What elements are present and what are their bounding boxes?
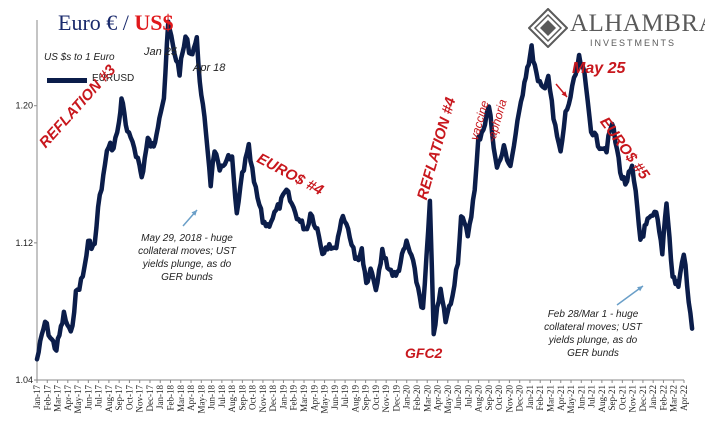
note-feb-2022-line3: yields plunge, as do <box>548 335 638 346</box>
y-tick-label: 1.12 <box>15 238 33 248</box>
x-tick-label: Apr-21 <box>556 385 566 411</box>
x-tick-label: Jul-19 <box>340 385 350 408</box>
x-tick-label: Jun-17 <box>83 385 93 410</box>
x-tick-label: Jun-19 <box>330 385 340 410</box>
chart-title-euro: Euro € / <box>58 10 135 35</box>
x-tick-label: Feb-21 <box>535 385 545 411</box>
x-tick-label: May-17 <box>73 385 83 414</box>
y-tick-label: 1.04 <box>15 375 33 385</box>
y-tick-label: 1.20 <box>15 101 33 111</box>
annotation-gfc2: GFC2 <box>405 345 443 361</box>
series-line-eurusd <box>34 19 695 362</box>
note-may-2018-line1: May 29, 2018 - huge <box>141 233 233 244</box>
alhambra-diamond-icon <box>527 7 569 49</box>
x-tick-label: Jun-20 <box>453 385 463 410</box>
note-feb-2022: Feb 28/Mar 1 - huge collateral moves; US… <box>518 308 668 360</box>
brand-subtitle: INVESTMENTS <box>590 38 677 48</box>
x-tick-label: Jan-17 <box>32 385 42 409</box>
x-tick-label: Aug-17 <box>104 385 114 413</box>
x-tick-label: Jun-21 <box>576 385 586 410</box>
x-tick-label: Dec-21 <box>638 385 648 412</box>
x-tick-label: May-20 <box>443 385 453 414</box>
x-tick-label: Apr-17 <box>63 385 73 411</box>
x-tick-label: Jan-21 <box>525 385 535 409</box>
series-layer <box>34 19 695 362</box>
x-tick-label: Sep-21 <box>607 385 617 411</box>
x-tick-label: Sep-17 <box>114 385 124 411</box>
x-tick-label: May-18 <box>196 385 206 414</box>
x-tick-label: Nov-18 <box>258 385 268 413</box>
x-tick-label: Aug-20 <box>474 385 484 413</box>
x-tick-label: Dec-18 <box>268 385 278 412</box>
arrow-feb-2022-head <box>637 286 643 292</box>
x-tick-label: Feb-18 <box>166 385 176 411</box>
x-tick-label: Mar-19 <box>299 385 309 412</box>
x-tick-label: Nov-20 <box>504 385 514 413</box>
x-tick-label: Apr-20 <box>433 385 443 411</box>
x-tick-label: Jan-19 <box>278 385 288 409</box>
x-tick-label: Feb-19 <box>289 385 299 411</box>
x-tick-label: Aug-21 <box>597 385 607 413</box>
note-may-2018: May 29, 2018 - huge collateral moves; US… <box>112 232 262 284</box>
x-tick-label: May-21 <box>566 385 576 414</box>
x-tick-label: Mar-20 <box>422 385 432 412</box>
x-tick-label: Feb-20 <box>412 385 422 411</box>
x-tick-label: Jun-18 <box>207 385 217 410</box>
annotation-apr18: Apr 18 <box>193 62 226 74</box>
x-tick-label: Oct-19 <box>371 385 381 410</box>
x-tick-label: Oct-18 <box>248 385 258 410</box>
unit-label: US $s to 1 Euro <box>44 52 115 63</box>
x-tick-label: Mar-17 <box>53 385 63 412</box>
x-tick-label: Oct-21 <box>617 385 627 410</box>
x-tick-label: Nov-19 <box>381 385 391 413</box>
alhambra-logo: ALHAMBRA INVESTMENTS <box>527 7 705 50</box>
x-tick-label: Apr-19 <box>309 385 319 411</box>
x-tick-label: Dec-20 <box>515 385 525 412</box>
x-tick-label: Jul-18 <box>217 385 227 408</box>
x-tick-label: Aug-18 <box>227 385 237 413</box>
x-tick-label: Oct-20 <box>494 385 504 410</box>
chart-title: Euro € / US$ <box>58 10 174 36</box>
brand-name: ALHAMBRA <box>570 10 705 37</box>
x-tick-label: Nov-17 <box>135 385 145 413</box>
x-tick-label: Jan-18 <box>155 385 165 409</box>
x-tick-label: Oct-17 <box>124 385 134 410</box>
x-tick-label: Sep-18 <box>237 385 247 411</box>
legend-swatch-eurusd <box>47 78 87 83</box>
x-tick-label: Aug-19 <box>350 385 360 413</box>
arrow-may-25-head <box>561 91 567 97</box>
x-tick-label: Jul-17 <box>94 385 104 408</box>
annotation-jan25: Jan 25 <box>144 46 178 58</box>
annotation-arrows <box>182 83 644 306</box>
x-tick-label: Jan-22 <box>648 385 658 409</box>
x-tick-label: Sep-19 <box>361 385 371 411</box>
arrow-may-2018-head <box>191 210 197 216</box>
x-tick-label: Mar-18 <box>176 385 186 412</box>
x-tick-label: Jul-20 <box>463 385 473 408</box>
note-may-2018-line2: collateral moves; UST <box>138 246 236 257</box>
x-tick-label: Dec-17 <box>145 385 155 412</box>
x-tick-label: Feb-17 <box>42 385 52 411</box>
x-tick-label: Nov-21 <box>628 385 638 413</box>
annotation-may25: May 25 <box>572 60 626 77</box>
note-may-2018-line4: GER bunds <box>161 272 213 283</box>
x-tick-label: Dec-19 <box>391 385 401 412</box>
x-tick-label: Mar-21 <box>545 385 555 412</box>
note-feb-2022-line1: Feb 28/Mar 1 - huge <box>547 309 639 320</box>
x-tick-label: Jul-21 <box>587 385 597 408</box>
chart-title-usd: US$ <box>134 10 174 35</box>
x-tick-label: Feb-22 <box>658 385 668 411</box>
note-feb-2022-line4: GER bunds <box>567 348 619 359</box>
legend-label-eurusd: EURUSD <box>92 73 135 84</box>
x-tick-label: Sep-20 <box>484 385 494 411</box>
note-may-2018-line3: yields plunge, as do <box>142 259 232 270</box>
x-tick-label: Apr-18 <box>186 385 196 411</box>
x-tick-label: Mar-22 <box>669 385 679 412</box>
x-tick-label: Jan-20 <box>402 385 412 409</box>
note-feb-2022-line2: collateral moves; UST <box>544 322 642 333</box>
x-tick-label: May-19 <box>320 385 330 414</box>
x-tick-label: Apr-22 <box>679 385 689 411</box>
